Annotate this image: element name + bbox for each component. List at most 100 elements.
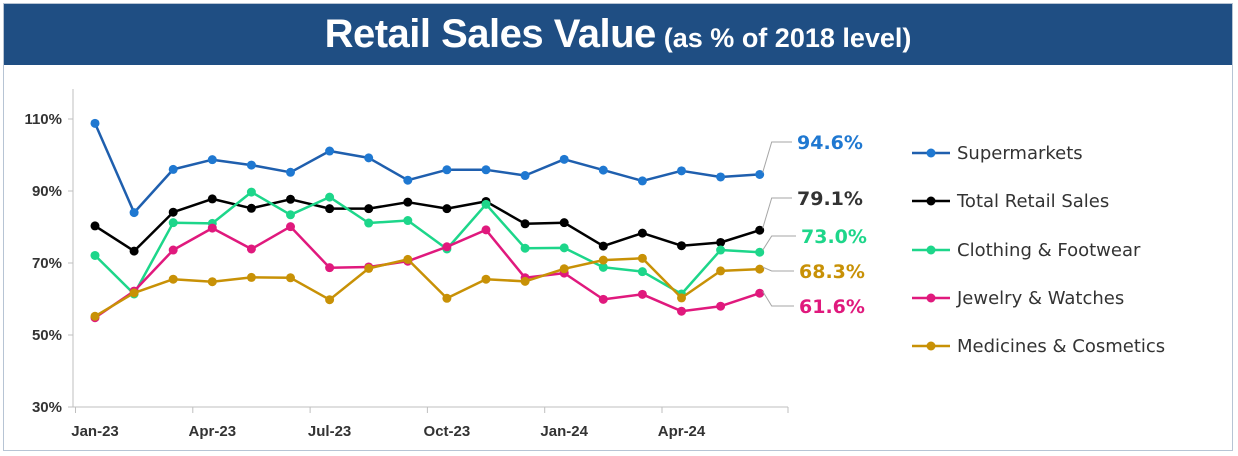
data-point xyxy=(168,274,178,284)
data-point xyxy=(716,266,726,276)
data-point xyxy=(403,197,413,207)
data-point xyxy=(520,171,530,181)
data-point xyxy=(598,241,608,251)
end-label-leader xyxy=(762,197,792,229)
data-point xyxy=(207,194,217,204)
end-label-leader xyxy=(762,266,794,272)
data-point xyxy=(559,154,569,164)
end-label: 68.3% xyxy=(799,261,865,283)
data-point xyxy=(677,166,686,176)
legend-label: Jewelry & Watches xyxy=(956,288,1124,309)
data-point xyxy=(325,263,335,273)
data-point xyxy=(559,218,569,228)
data-point xyxy=(520,276,530,286)
end-label-leader xyxy=(762,141,792,173)
data-point xyxy=(598,255,608,265)
data-point xyxy=(677,306,686,316)
data-point xyxy=(364,153,374,163)
data-point xyxy=(286,210,295,220)
legend-label: Clothing & Footwear xyxy=(957,240,1141,261)
data-point xyxy=(559,243,569,253)
data-point xyxy=(755,169,765,179)
data-point xyxy=(442,242,452,252)
data-point xyxy=(90,311,100,321)
data-point xyxy=(246,160,256,170)
data-point xyxy=(755,264,765,274)
legend-label: Medicines & Cosmetics xyxy=(957,336,1165,357)
data-point xyxy=(168,207,178,217)
data-point xyxy=(403,175,413,185)
data-point xyxy=(637,267,647,277)
data-point xyxy=(207,223,217,233)
series-line-2 xyxy=(94,190,760,296)
x-tick-label: Apr-24 xyxy=(658,423,706,440)
data-point xyxy=(364,218,374,228)
data-point xyxy=(755,225,765,235)
y-tick-label: 70% xyxy=(32,255,62,272)
data-point xyxy=(246,272,256,282)
data-point xyxy=(325,192,335,202)
data-point xyxy=(325,146,335,156)
data-point xyxy=(520,219,530,229)
data-point xyxy=(129,208,139,218)
data-point xyxy=(90,250,100,260)
legend-swatch-marker xyxy=(926,196,936,206)
x-tick-label: Jul-23 xyxy=(308,423,351,440)
y-tick-label: 110% xyxy=(24,111,62,128)
data-point xyxy=(364,263,374,273)
data-point xyxy=(286,194,295,204)
y-tick-label: 90% xyxy=(32,183,62,200)
data-point xyxy=(403,254,413,264)
data-point xyxy=(325,295,335,305)
series-line-0 xyxy=(93,122,760,214)
data-point xyxy=(325,204,335,214)
x-tick-label: Jan-23 xyxy=(71,423,119,440)
data-point xyxy=(598,165,608,175)
data-point xyxy=(442,165,452,175)
data-point xyxy=(246,187,256,197)
chart-subtitle: (as % of 2018 level) xyxy=(663,23,912,53)
data-point xyxy=(246,244,256,254)
legend-swatch-marker xyxy=(926,341,936,351)
legend-swatch-marker xyxy=(926,293,936,303)
series-line-1 xyxy=(94,197,761,253)
data-point xyxy=(716,245,726,255)
end-label: 79.1% xyxy=(797,188,863,210)
data-point xyxy=(286,273,295,283)
data-point xyxy=(637,228,647,238)
data-point xyxy=(481,165,491,175)
data-point xyxy=(716,237,726,247)
series-line-4 xyxy=(94,257,760,318)
data-point xyxy=(90,221,100,231)
data-point xyxy=(637,253,647,263)
data-point xyxy=(207,277,217,287)
data-point xyxy=(637,289,647,299)
data-point xyxy=(442,204,452,214)
data-point xyxy=(286,167,295,177)
legend-label: Total Retail Sales xyxy=(956,191,1109,212)
data-point xyxy=(168,245,178,255)
data-point xyxy=(168,164,178,174)
x-tick-label: Apr-23 xyxy=(189,423,237,440)
data-point xyxy=(286,222,295,232)
data-point xyxy=(90,118,100,128)
data-point xyxy=(598,262,608,272)
legend-swatch-marker xyxy=(926,245,936,255)
data-point xyxy=(364,204,374,214)
title-bar: Retail Sales Value (as % of 2018 level) xyxy=(4,4,1232,65)
data-point xyxy=(598,294,608,304)
data-point xyxy=(168,218,178,228)
data-point xyxy=(481,274,491,284)
data-point xyxy=(677,293,686,303)
data-point xyxy=(129,246,139,256)
data-point xyxy=(755,288,765,298)
data-point xyxy=(637,176,647,186)
data-point xyxy=(246,203,256,213)
data-point xyxy=(481,225,491,235)
legend-label: Supermarkets xyxy=(957,143,1083,164)
x-tick-label: Jan-24 xyxy=(540,423,588,440)
data-point xyxy=(559,264,569,274)
y-tick-label: 50% xyxy=(32,327,62,344)
data-point xyxy=(129,288,139,298)
data-point xyxy=(677,241,686,251)
